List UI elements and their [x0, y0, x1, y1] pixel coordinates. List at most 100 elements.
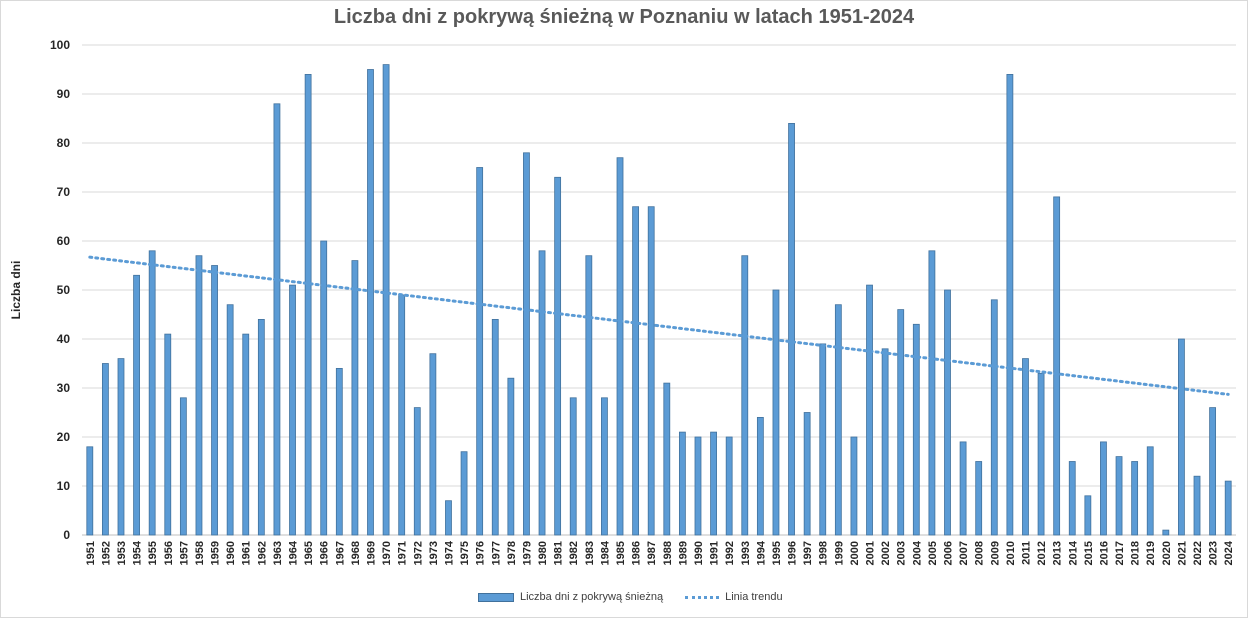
bar: [756, 416, 764, 536]
bar: [335, 367, 343, 536]
x-tick-label: 1973: [428, 541, 440, 565]
bar: [101, 363, 109, 536]
bar: [1037, 372, 1045, 536]
legend-label-trend: Linia trendu: [725, 591, 783, 603]
x-tick-label: 2006: [943, 541, 955, 565]
x-tick-label: 1998: [818, 541, 830, 565]
bar: [1178, 338, 1185, 536]
x-tick-label: 1997: [802, 541, 814, 565]
x-tick-label: 2023: [1208, 541, 1220, 565]
bar: [975, 461, 983, 536]
bar: [944, 289, 951, 536]
bar: [460, 451, 468, 536]
x-tick-label: 2002: [880, 541, 892, 565]
x-tick-label: 2014: [1067, 540, 1079, 565]
bar: [741, 255, 749, 536]
x-tick-label: 1977: [490, 541, 502, 565]
bar: [1209, 407, 1217, 536]
x-tick-label: 1956: [163, 541, 175, 565]
x-tick-label: 2022: [1192, 541, 1204, 565]
bars: [86, 64, 1232, 536]
gridlines: [82, 44, 1236, 536]
legend-trend-swatch: [685, 595, 720, 599]
bar: [351, 260, 359, 536]
bar: [819, 343, 827, 536]
bar: [616, 157, 624, 536]
x-tick-label: 2000: [849, 541, 861, 565]
x-tick-label: 2017: [1114, 541, 1126, 565]
x-tick-label: 1975: [459, 541, 471, 565]
x-tick-label: 1969: [366, 541, 378, 565]
bar: [242, 333, 250, 536]
bar: [179, 397, 187, 536]
x-tick-label: 2016: [1098, 541, 1110, 565]
x-tick-label: 1981: [553, 541, 565, 565]
x-tick-label: 2019: [1145, 541, 1157, 565]
x-tick-label: 1983: [584, 541, 596, 565]
y-tick-label: 0: [63, 528, 70, 542]
x-tick-label: 2008: [974, 541, 986, 565]
bar: [959, 441, 967, 536]
x-tick-label: 1990: [693, 541, 705, 565]
bar: [1193, 475, 1201, 536]
bar: [912, 323, 920, 536]
x-tick-label: 1963: [272, 541, 284, 565]
bar: [476, 167, 484, 536]
bar: [897, 309, 905, 536]
x-tick-label: 1960: [225, 541, 237, 565]
x-tick-label: 1953: [116, 541, 128, 565]
x-tick-label: 1957: [178, 541, 190, 565]
y-tick-label: 20: [57, 430, 71, 444]
bar: [226, 304, 234, 536]
y-tick-label: 70: [57, 185, 71, 199]
bar: [772, 289, 780, 536]
bar: [647, 206, 655, 536]
x-tick-label: 2015: [1083, 541, 1095, 565]
x-tick-label: 1995: [771, 541, 783, 565]
y-tick-label: 60: [57, 234, 71, 248]
x-tick-label: 1978: [506, 541, 518, 565]
x-tick-label: 1992: [724, 541, 736, 565]
bar: [850, 436, 858, 536]
bar: [694, 436, 702, 536]
bar: [1146, 446, 1154, 536]
bar: [1006, 74, 1014, 536]
x-tick-label: 2004: [911, 540, 923, 565]
x-tick-label: 1993: [740, 541, 752, 565]
bar: [1224, 480, 1232, 536]
x-tick-label: 1982: [568, 541, 580, 565]
x-tick-label: 1965: [303, 541, 315, 565]
x-tick-label: 1971: [397, 541, 409, 565]
x-tick-label: 2013: [1052, 541, 1064, 565]
x-tick-label: 2005: [927, 541, 939, 565]
y-tick-labels: 0 10 20 30 40 50 60 70 80 90 100: [50, 38, 70, 542]
x-tick-label: 1954: [132, 540, 144, 565]
x-tick-label: 1967: [334, 541, 346, 565]
bar: [117, 358, 125, 536]
legend: Liczba dni z pokrywą śnieżną Linia trend…: [478, 591, 805, 603]
bar: [164, 333, 172, 536]
x-tick-label: 1964: [288, 540, 300, 565]
trend-line: [88, 255, 1230, 396]
bar: [585, 255, 593, 536]
bar: [990, 299, 998, 536]
y-tick-label: 30: [57, 381, 71, 395]
bar: [320, 240, 328, 536]
x-tick-label: 2009: [989, 541, 1001, 565]
x-tick-label: 2024: [1223, 540, 1235, 565]
x-tick-labels: 1951 1952 1953 1954 1955 1956 1957 1958 1959 1960…: [85, 540, 1235, 565]
bar: [429, 353, 437, 536]
legend-label-bars: Liczba dni z pokrywą śnieżną: [520, 591, 664, 603]
x-tick-label: 1959: [210, 541, 222, 565]
x-tick-label: 1996: [787, 541, 799, 565]
bar: [834, 304, 842, 536]
bar: [86, 446, 94, 536]
x-tick-label: 1962: [256, 541, 268, 565]
x-tick-label: 2007: [958, 541, 970, 565]
x-tick-label: 1999: [833, 541, 845, 565]
x-tick-label: 1988: [662, 541, 674, 565]
bar: [257, 318, 265, 536]
bar: [491, 318, 499, 536]
x-tick-label: 1968: [350, 541, 362, 565]
